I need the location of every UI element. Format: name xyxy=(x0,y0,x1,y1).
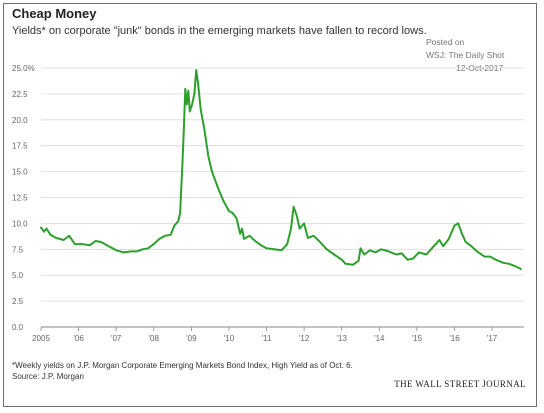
y-tick-label: 15.0 xyxy=(12,168,28,177)
y-tick-label: 20.0 xyxy=(12,116,28,125)
y-tick-label: 7.5 xyxy=(12,245,24,254)
y-tick-label: 12.5 xyxy=(12,194,28,203)
footnote: *Weekly yields on J.P. Morgan Corporate … xyxy=(12,360,353,382)
x-axis-ticks: 2005 '06 '07 '08 '09 '10 '11 '12 '13 '14 '15 '16 '17 xyxy=(32,327,498,343)
chart-subtitle: Yields* on corporate "junk" bonds in the… xyxy=(12,25,427,37)
y-tick-label: 25.0% xyxy=(12,64,35,73)
y-axis-ticks: 0.0 2.5 5.0 7.5 10.0 12.5 15.0 17.5 20.0 22.5 25.0… xyxy=(12,64,35,332)
x-tick-label: '09 xyxy=(186,334,197,343)
x-tick-label: '15 xyxy=(412,334,423,343)
posted-line-2: WSJ: The Daily Shot xyxy=(426,50,505,60)
x-tick-label: '14 xyxy=(374,334,385,343)
gridlines xyxy=(41,67,524,302)
x-tick-label: '12 xyxy=(299,334,310,343)
chart-frame xyxy=(3,3,537,407)
y-tick-label: 5.0 xyxy=(12,271,24,280)
y-tick-label: 2.5 xyxy=(12,297,24,306)
yield-series-line xyxy=(40,69,522,270)
publisher-brand: THE WALL STREET JOURNAL xyxy=(394,379,526,389)
x-tick-label: '08 xyxy=(149,334,160,343)
x-tick-label: '13 xyxy=(336,334,347,343)
y-tick-label: 10.0 xyxy=(12,219,28,228)
x-tick-label: '07 xyxy=(111,334,122,343)
x-tick-label: '11 xyxy=(262,334,272,343)
y-tick-label: 17.5 xyxy=(12,142,28,151)
footnote-text: *Weekly yields on J.P. Morgan Corporate … xyxy=(12,361,353,370)
x-tick-label: '10 xyxy=(224,334,235,343)
posted-line-1: Posted on xyxy=(426,37,465,47)
chart-title: Cheap Money xyxy=(12,6,97,21)
x-tick-label: '16 xyxy=(449,334,460,343)
x-tick-label: 2005 xyxy=(32,334,50,343)
x-tick-label: '06 xyxy=(73,334,84,343)
series-group xyxy=(40,69,522,270)
x-tick-label: '17 xyxy=(487,334,498,343)
y-tick-label: 0.0 xyxy=(12,323,24,332)
source-text: Source: J.P. Morgan xyxy=(12,372,84,381)
y-tick-label: 22.5 xyxy=(12,90,28,99)
